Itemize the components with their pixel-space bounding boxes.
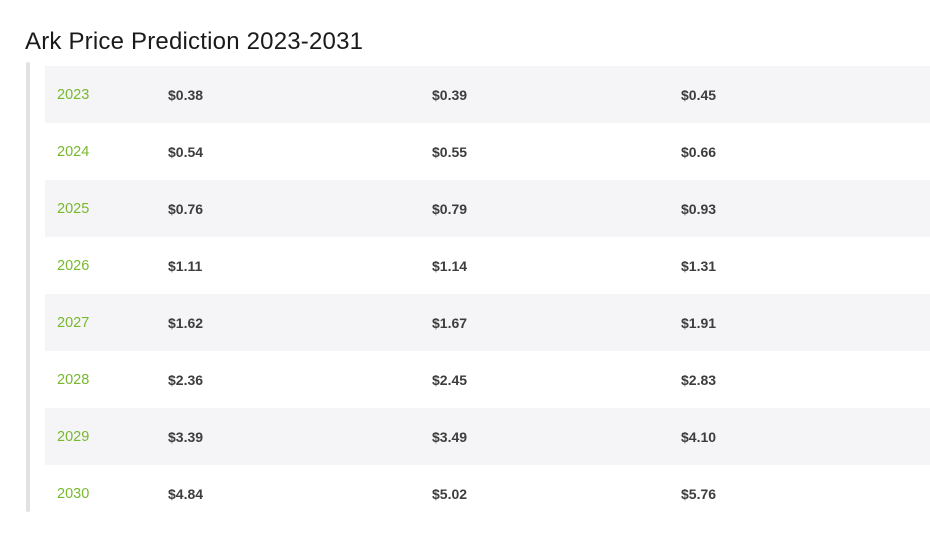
price-value: $5.76	[681, 485, 717, 502]
price-value: $0.39	[432, 86, 468, 103]
price-value: $0.54	[168, 143, 204, 160]
price-value: $5.02	[432, 485, 468, 502]
price-value: $0.45	[681, 86, 717, 103]
price-value: $0.76	[168, 200, 204, 217]
price-value: $0.93	[681, 200, 717, 217]
price-value: $1.11	[168, 257, 203, 274]
price-value: $1.62	[168, 314, 204, 331]
table-row: 2023 $0.38 $0.39 $0.45	[45, 66, 930, 123]
page-title: Ark Price Prediction 2023-2031	[25, 27, 364, 55]
table-row: 2028 $2.36 $2.45 $2.83	[45, 351, 930, 408]
table-row: 2024 $0.54 $0.55 $0.66	[45, 123, 930, 180]
year-link[interactable]: 2029	[57, 428, 90, 445]
price-value: $3.39	[168, 428, 204, 445]
price-value: $1.91	[681, 314, 717, 331]
price-value: $1.14	[432, 257, 468, 274]
year-link[interactable]: 2023	[57, 86, 90, 103]
year-link[interactable]: 2025	[57, 200, 90, 217]
table-row: 2026 $1.11 $1.14 $1.31	[45, 237, 930, 294]
price-value: $4.84	[168, 485, 204, 502]
year-link[interactable]: 2028	[57, 371, 90, 388]
price-value: $2.36	[168, 371, 204, 388]
year-link[interactable]: 2024	[57, 143, 90, 160]
price-value: $0.55	[432, 143, 468, 160]
year-link[interactable]: 2026	[57, 257, 90, 274]
price-value: $1.67	[432, 314, 468, 331]
year-link[interactable]: 2027	[57, 314, 90, 331]
price-table-body: 2023 $0.38 $0.39 $0.45 2024 $0.54 $0.55 $0.66 20…	[45, 62, 930, 512]
price-value: $1.31	[681, 257, 717, 274]
price-value: $4.10	[681, 428, 717, 445]
price-value: $3.49	[432, 428, 468, 445]
year-link[interactable]: 2030	[57, 485, 90, 502]
table-row: 2030 $4.84 $5.02 $5.76	[45, 465, 930, 512]
price-value: $0.66	[681, 143, 717, 160]
price-value: $0.79	[432, 200, 468, 217]
vertical-scrollbar[interactable]	[26, 62, 30, 512]
price-value: $2.83	[681, 371, 717, 388]
price-value: $0.38	[168, 86, 204, 103]
price-value: $2.45	[432, 371, 468, 388]
table-row: 2025 $0.76 $0.79 $0.93	[45, 180, 930, 237]
table-row: 2029 $3.39 $3.49 $4.10	[45, 408, 930, 465]
table-row: 2027 $1.62 $1.67 $1.91	[45, 294, 930, 351]
